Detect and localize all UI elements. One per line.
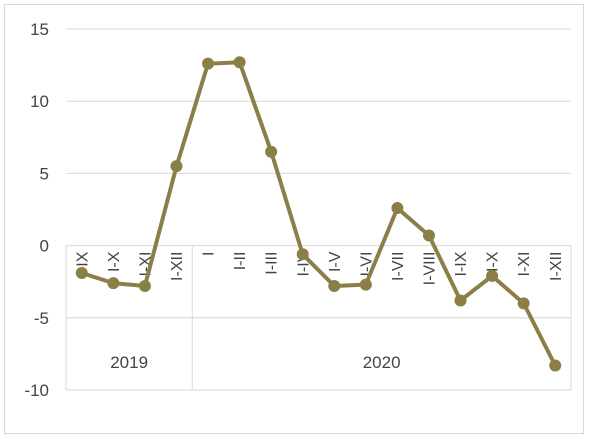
data-point <box>391 202 404 215</box>
data-point <box>107 277 120 290</box>
line-chart: 15 10 5 0 -5 -10 I-IX I-X I-XI I-XII I I-II I-III I-… <box>24 20 572 400</box>
data-point <box>359 278 372 291</box>
data-point <box>549 359 562 372</box>
y-tick-label: -10 <box>24 381 49 400</box>
data-point <box>517 297 530 310</box>
data-point <box>422 229 435 242</box>
y-tick-label: 10 <box>30 92 49 111</box>
series-path <box>79 60 558 368</box>
x-category-label: I-VIII <box>422 252 439 286</box>
gridlines <box>66 28 571 391</box>
category-axis <box>65 245 572 390</box>
series-points <box>75 56 562 372</box>
x-category-label: I-II <box>232 252 249 271</box>
x-category-label: I-III <box>264 252 281 275</box>
y-tick-label: -5 <box>34 309 49 328</box>
data-point <box>138 280 151 293</box>
x-category-label: I-XII <box>548 252 565 281</box>
x-group-label: 2020 <box>363 353 401 372</box>
data-point <box>170 160 183 173</box>
x-category-label: I-V <box>327 251 344 272</box>
data-point <box>328 280 341 293</box>
data-point <box>265 145 278 158</box>
x-category-label: I-X <box>485 251 502 272</box>
x-group-label: 2019 <box>110 353 148 372</box>
chart-frame: 15 10 5 0 -5 -10 I-IX I-X I-XI I-XII I I-II I-III I-… <box>4 4 584 434</box>
x-category-label: I-XI <box>516 252 533 277</box>
data-point <box>202 57 215 70</box>
data-point <box>75 267 88 280</box>
series-line <box>79 60 558 368</box>
y-tick-label: 15 <box>30 20 49 39</box>
data-point <box>233 56 246 69</box>
x-category-label: I-IX <box>453 251 470 276</box>
x-axis-group-labels: 2019 2020 <box>110 353 400 372</box>
y-tick-label: 5 <box>40 164 49 183</box>
x-category-label: I-VII <box>390 252 407 281</box>
data-point <box>296 248 309 261</box>
x-category-label: I <box>201 252 218 256</box>
data-point <box>486 269 499 282</box>
y-tick-label: 0 <box>40 237 49 256</box>
x-category-label: I-X <box>106 251 123 272</box>
y-axis-tick-labels: 15 10 5 0 -5 -10 <box>24 20 49 400</box>
data-point <box>454 294 467 307</box>
x-category-label: I-XII <box>169 252 186 281</box>
